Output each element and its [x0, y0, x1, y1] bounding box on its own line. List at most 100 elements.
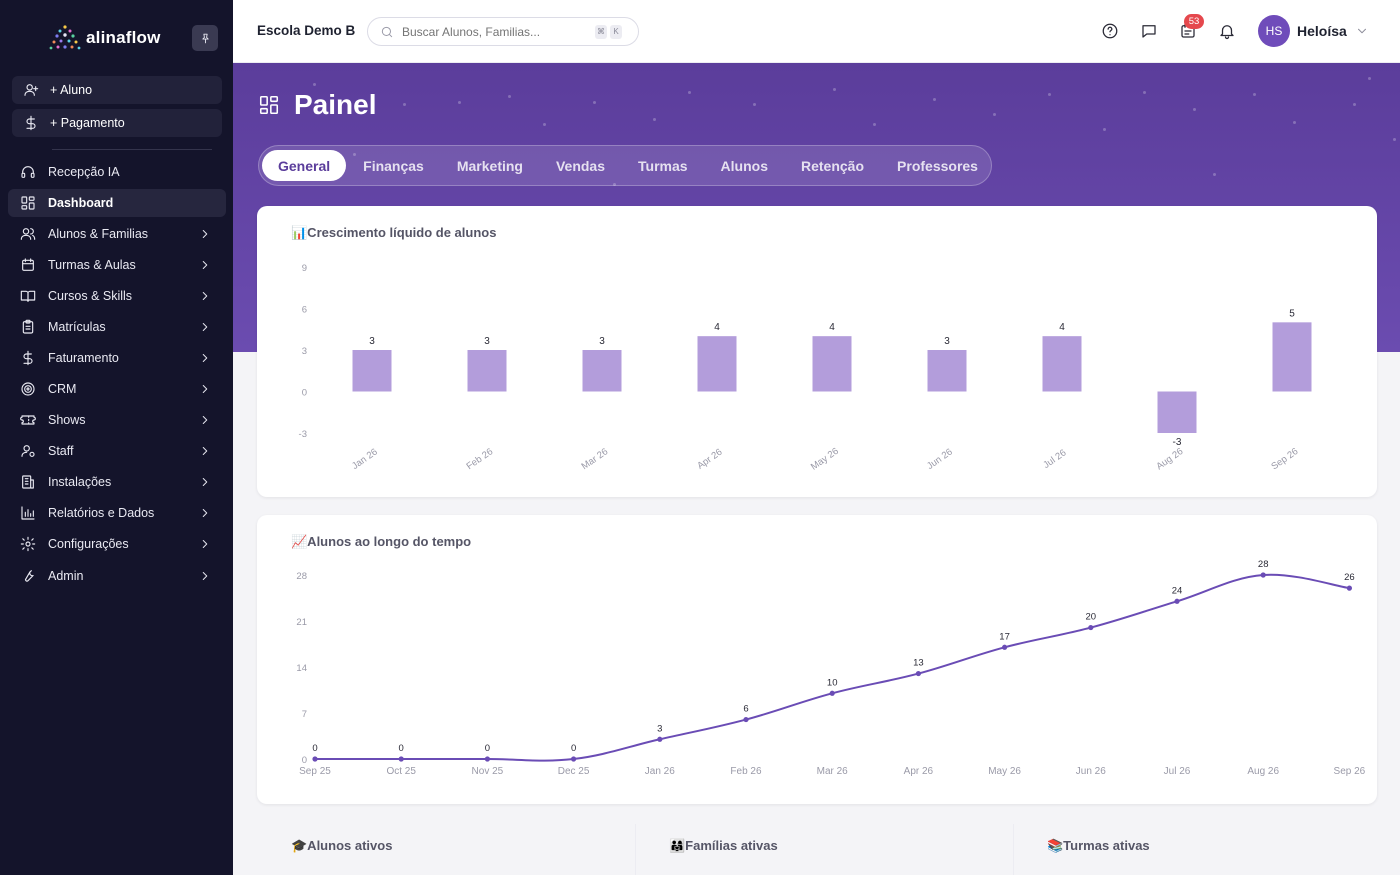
notification-badge: 53: [1184, 14, 1204, 29]
app-logo[interactable]: alinaflow: [48, 22, 228, 54]
sidebar-item-shows[interactable]: Shows: [8, 406, 226, 434]
data-label: 0: [312, 743, 317, 754]
add-student-button[interactable]: + Aluno: [12, 76, 222, 104]
net-growth-card: 📊Crescimento líquido de alunos 9 6 3 0 -3 3 Ja…: [257, 206, 1377, 497]
data-point[interactable]: [657, 736, 663, 742]
search-box[interactable]: ⌘ K: [367, 17, 639, 46]
x-tick-label: Jul 26: [1041, 447, 1068, 471]
data-point[interactable]: [829, 690, 835, 696]
bar[interactable]: [467, 350, 507, 392]
user-menu-toggle[interactable]: [1355, 24, 1369, 43]
hero-decoration-dot: [458, 101, 461, 104]
bar[interactable]: [812, 336, 852, 392]
data-point[interactable]: [1088, 624, 1094, 631]
hero-decoration-dot: [873, 123, 876, 126]
tab-turmas[interactable]: Turmas: [638, 157, 688, 174]
search-input[interactable]: [402, 24, 592, 39]
data-point[interactable]: [571, 756, 577, 762]
bar[interactable]: [697, 336, 737, 392]
hero-decoration-dot: [1103, 128, 1106, 131]
y-tick-label: 9: [302, 263, 307, 274]
bar[interactable]: [927, 350, 967, 392]
kbd-modifier: ⌘: [595, 24, 607, 39]
x-tick-label: Aug 26: [1154, 446, 1185, 472]
bar[interactable]: [1157, 391, 1197, 434]
data-label: 17: [999, 631, 1010, 642]
y-tick-label: 28: [296, 571, 307, 582]
tab-alunos[interactable]: Alunos: [720, 157, 768, 174]
stat-label: 👨‍👩‍👧Famílias ativas: [669, 838, 778, 853]
stat-active-students: 🎓Alunos ativos: [257, 824, 635, 875]
chevron-right-icon: [202, 540, 208, 548]
hero-decoration-dot: [653, 118, 656, 121]
sidebar-item-cursos-skills[interactable]: Cursos & Skills: [8, 282, 226, 310]
school-name[interactable]: Escola Demo B: [257, 23, 356, 38]
tab-marketing[interactable]: Marketing: [456, 157, 523, 174]
data-label: 13: [913, 658, 924, 669]
data-point[interactable]: [1174, 598, 1180, 604]
tab-general[interactable]: General: [262, 150, 347, 181]
tab-retencao[interactable]: Retenção: [801, 157, 865, 174]
bar[interactable]: [1272, 322, 1312, 392]
sidebar-item-dashboard[interactable]: Dashboard: [8, 189, 226, 217]
page-header: Painel: [258, 87, 376, 123]
data-point[interactable]: [398, 756, 404, 762]
data-label: 5: [1289, 308, 1295, 319]
data-point[interactable]: [1002, 644, 1008, 650]
data-point[interactable]: [1260, 572, 1266, 578]
book-icon: [20, 290, 36, 302]
avatar[interactable]: HS: [1258, 15, 1290, 47]
data-point[interactable]: [312, 756, 318, 762]
bar[interactable]: [582, 350, 622, 392]
y-tick-label: 6: [302, 305, 307, 316]
hero-decoration-dot: [508, 95, 511, 98]
tab-vendas[interactable]: Vendas: [555, 157, 605, 174]
data-point[interactable]: [743, 716, 749, 723]
stat-active-families: 👨‍👩‍👧Famílias ativas: [635, 824, 1013, 875]
bar[interactable]: [1042, 336, 1082, 392]
sidebar-item-label: Admin: [48, 569, 84, 583]
tab-professores[interactable]: Professores: [897, 157, 978, 174]
x-tick-label: Apr 26: [904, 766, 934, 777]
messages-button[interactable]: [1139, 21, 1159, 41]
pin-sidebar-button[interactable]: [192, 25, 218, 51]
target-icon: [21, 382, 35, 396]
sidebar-item-matr-culas[interactable]: Matrículas: [8, 313, 226, 341]
sidebar-item-staff[interactable]: Staff: [8, 437, 226, 465]
user-name[interactable]: Heloísa: [1297, 23, 1347, 39]
dollar-icon: [23, 350, 33, 366]
stat-active-classes: 📚Turmas ativas: [1013, 824, 1377, 875]
data-label: 4: [714, 322, 720, 333]
stat-divider: [1013, 824, 1014, 875]
x-tick-label: Apr 26: [695, 447, 724, 472]
data-point[interactable]: [1346, 585, 1352, 591]
x-tick-label: Oct 25: [386, 766, 416, 777]
data-label: 3: [599, 336, 605, 347]
sidebar-item-recep-o-ia[interactable]: Recepção IA: [8, 158, 226, 186]
sidebar-item-alunos-familias[interactable]: Alunos & Familias: [8, 220, 226, 248]
hero-decoration-dot: [593, 101, 596, 104]
x-tick-label: Jan 26: [645, 766, 675, 777]
hero-decoration-dot: [543, 123, 546, 126]
sidebar-item-faturamento[interactable]: Faturamento: [8, 344, 226, 372]
sidebar-item-instala-es[interactable]: Instalações: [8, 468, 226, 496]
sidebar-item-crm[interactable]: CRM: [8, 375, 226, 403]
dashboard-tabs: General Finanças Marketing Vendas Turmas Alun…: [258, 145, 992, 186]
help-button[interactable]: [1100, 21, 1120, 41]
sidebar: alinaflow + Aluno + Pagamento Recepção I…: [0, 0, 233, 875]
sidebar-item-configura-es[interactable]: Configurações: [8, 530, 226, 558]
bar[interactable]: [352, 350, 392, 392]
data-label: 0: [571, 743, 576, 754]
sidebar-item-turmas-aulas[interactable]: Turmas & Aulas: [8, 251, 226, 279]
sidebar-item-relat-rios-e-dados[interactable]: Relatórios e Dados: [8, 499, 226, 527]
data-point[interactable]: [484, 756, 490, 762]
sidebar-item-admin[interactable]: Admin: [8, 562, 226, 590]
add-payment-button[interactable]: + Pagamento: [12, 109, 222, 137]
sidebar-item-label: CRM: [48, 382, 77, 396]
tab-financas[interactable]: Finanças: [363, 157, 424, 174]
x-tick-label: Sep 25: [299, 766, 331, 777]
hero-decoration-dot: [1253, 93, 1256, 96]
data-point[interactable]: [915, 670, 922, 677]
notifications-button[interactable]: [1217, 21, 1237, 41]
